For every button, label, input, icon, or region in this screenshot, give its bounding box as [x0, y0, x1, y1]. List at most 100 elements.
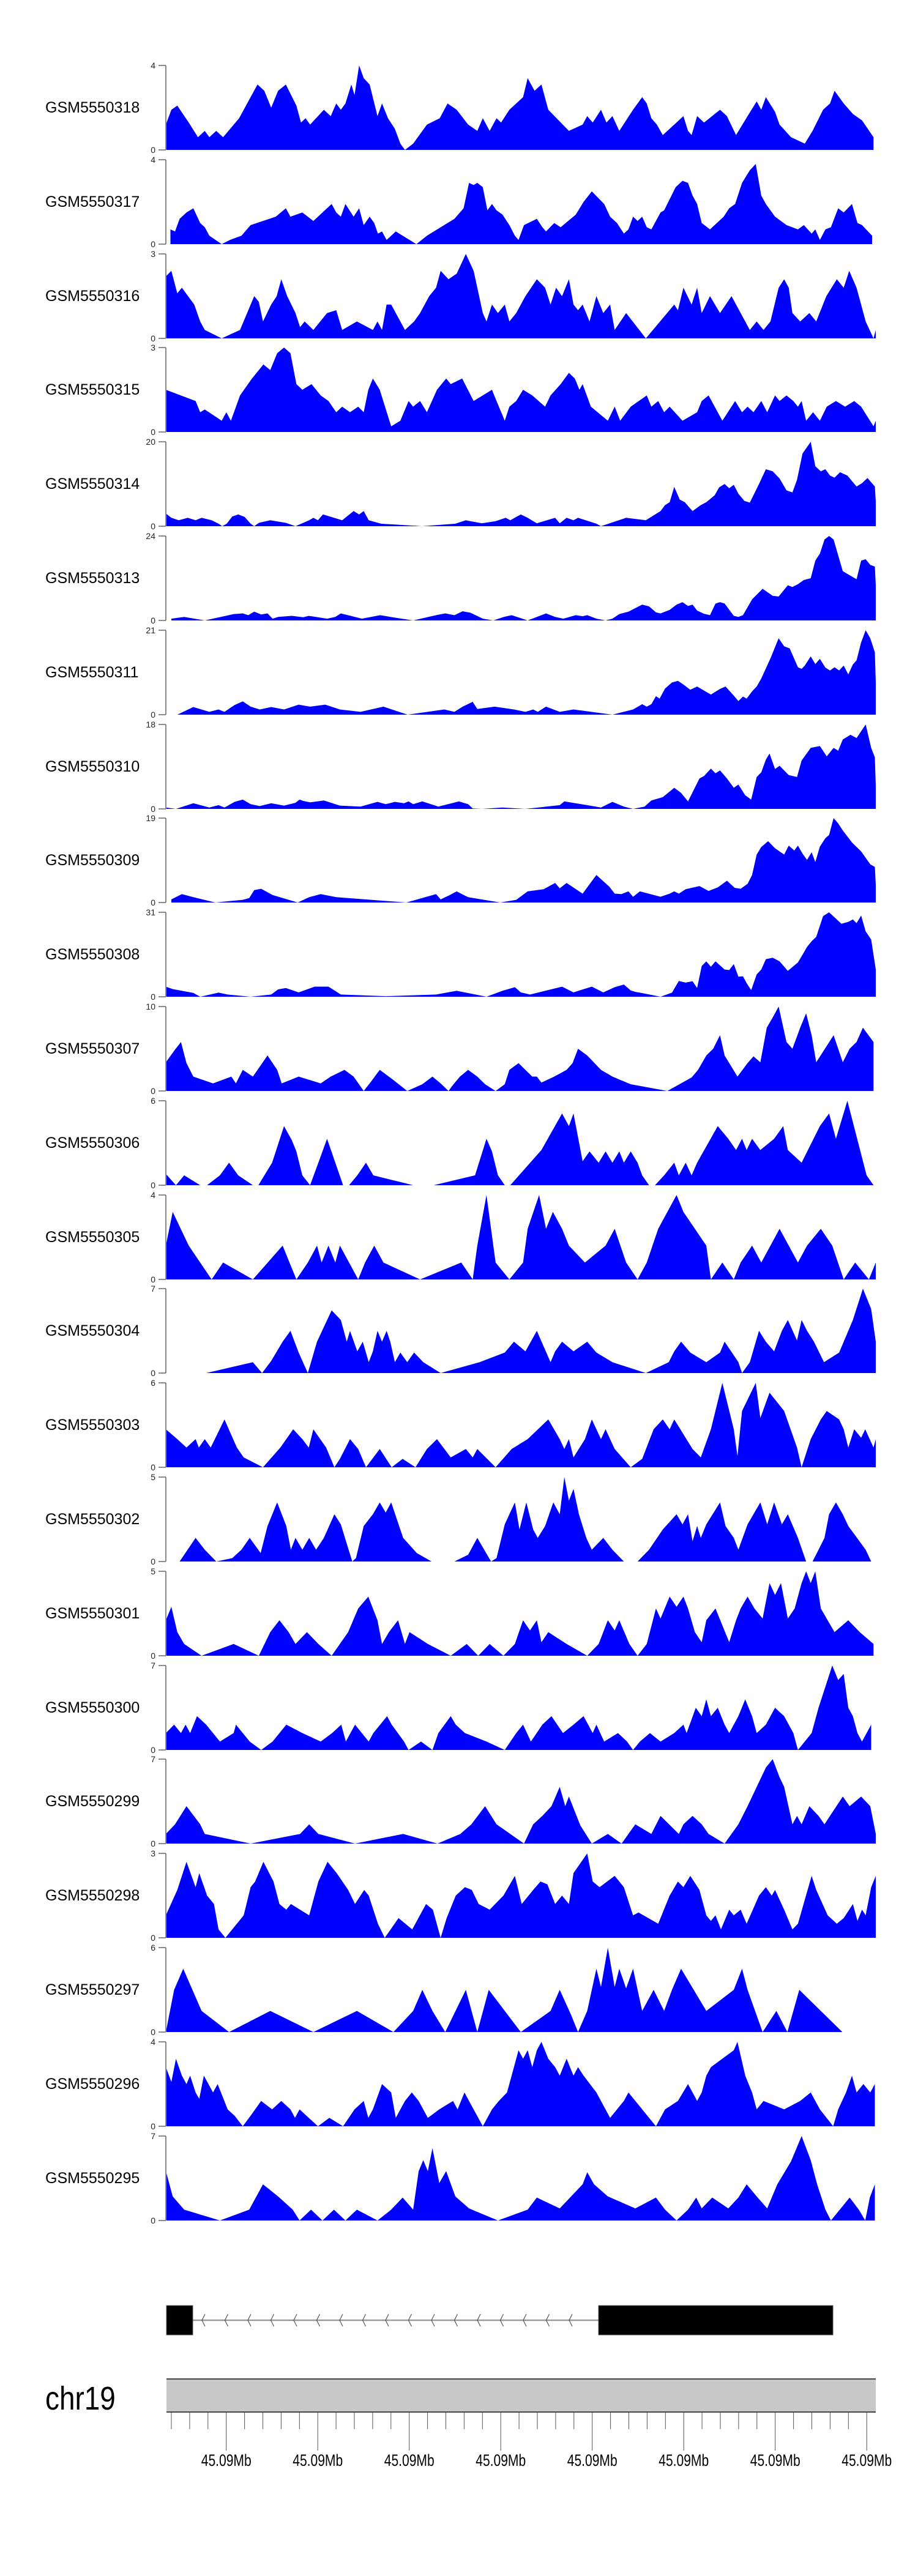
track-GSM5550307: 10 0	[146, 1002, 874, 1096]
y-tick-label: 0	[151, 1368, 155, 1378]
y-tick-label: 4	[151, 155, 155, 165]
track-GSM5550316: 30	[151, 249, 876, 343]
strand-arrow-icon	[499, 2314, 504, 2327]
coverage-area	[166, 65, 874, 150]
y-tick-label: 0	[151, 2027, 155, 2037]
track-GSM5550305: 40	[151, 1190, 876, 1284]
y-tick-label: 0	[151, 1557, 155, 1566]
track-label: GSM5550295	[45, 2170, 140, 2187]
y-tick-label: 20	[146, 437, 155, 447]
track-label: GSM5550310	[45, 758, 140, 775]
y-tick-label: 0	[151, 1086, 155, 1096]
coverage-area	[171, 536, 876, 620]
chromosome-band	[166, 2379, 876, 2412]
strand-arrow-icon	[316, 2314, 321, 2327]
strand-arrow-icon	[523, 2314, 527, 2327]
track-GSM5550296: 40	[151, 2037, 875, 2131]
y-tick-label: 0	[151, 333, 155, 343]
x-tick-label: 45.09Mb	[842, 2452, 892, 2470]
chromosome-label: chr19	[45, 2380, 116, 2417]
track-label: GSM5550316	[45, 288, 140, 305]
coverage-area	[166, 912, 876, 997]
coverage-area	[166, 1101, 874, 1185]
y-tick-label: 24	[146, 531, 155, 541]
y-tick-label: 18	[146, 720, 155, 729]
strand-arrow-icon	[224, 2314, 229, 2327]
track-GSM5550313: 24 0	[146, 531, 876, 625]
track-GSM5550311: 21 0	[146, 625, 876, 720]
strand-arrow-icon	[408, 2314, 412, 2327]
y-tick-label: 0	[151, 1933, 155, 1943]
track-GSM5550302: 50	[151, 1472, 871, 1566]
strand-arrow-icon	[385, 2314, 389, 2327]
strand-arrow-icon	[453, 2314, 458, 2327]
track-label: GSM5550318	[45, 99, 140, 116]
y-tick-label: 0	[151, 2216, 155, 2225]
y-tick-label: 0	[151, 1839, 155, 1848]
y-tick-label: 0	[151, 1180, 155, 1190]
track-GSM5550300: 70	[151, 1661, 871, 1755]
y-tick-label: 7	[151, 1661, 155, 1670]
chromosome-axis: 45.09Mb 45.09Mb 45.09Mb 45.09Mb 45.09Mb 45.09…	[166, 2378, 892, 2470]
coverage-area	[166, 1759, 876, 1844]
strand-arrow-icon	[270, 2314, 275, 2327]
track-GSM5550310: 18 0	[146, 720, 876, 814]
track-label: GSM5550301	[45, 1605, 140, 1622]
y-tick-label: 0	[151, 145, 155, 155]
coverage-area	[166, 2042, 875, 2126]
y-tick-label: 0	[151, 616, 155, 625]
coverage-area	[171, 818, 876, 903]
coverage-area	[166, 1571, 874, 1656]
x-tick-label: 45.09Mb	[567, 2452, 618, 2470]
coverage-area	[170, 163, 872, 244]
coverage-area	[166, 1853, 876, 1938]
track-label: GSM5550311	[45, 664, 139, 681]
y-tick-label: 0	[151, 1651, 155, 1661]
y-tick-label: 4	[151, 61, 155, 70]
strand-arrow-icon	[477, 2314, 481, 2327]
x-tick-label: 45.09Mb	[659, 2452, 709, 2470]
y-tick-label: 0	[151, 804, 155, 814]
y-tick-label: 0	[151, 992, 155, 1002]
x-tick-label: 45.09Mb	[201, 2452, 252, 2470]
y-tick-label: 21	[146, 625, 155, 635]
y-tick-label: 6	[151, 1943, 155, 1952]
track-label: GSM5550304	[45, 1322, 140, 1339]
track-label: GSM5550296	[45, 2075, 140, 2093]
track-GSM5550314: 20 0	[146, 437, 876, 531]
track-label: GSM5550314	[45, 475, 140, 493]
track-GSM5550306: 60	[151, 1096, 874, 1190]
track-label: GSM5550306	[45, 1134, 140, 1152]
y-tick-label: 4	[151, 1190, 155, 1200]
track-label: GSM5550302	[45, 1511, 140, 1528]
coverage-area	[166, 254, 876, 338]
coverage-area	[166, 1948, 843, 2032]
y-tick-label: 7	[151, 2131, 155, 2141]
coverage-area	[166, 1666, 871, 1750]
coverage-area	[206, 1289, 876, 1373]
track-GSM5550304: 70	[151, 1284, 876, 1378]
track-label: GSM5550300	[45, 1699, 140, 1716]
track-GSM5550299: 70	[151, 1754, 876, 1848]
coverage-area	[166, 1383, 876, 1467]
track-GSM5550308: 31 0	[146, 907, 876, 1002]
strand-arrow-icon	[201, 2314, 206, 2327]
track-GSM5550318: 40	[151, 61, 874, 155]
exon-1	[166, 2305, 193, 2336]
track-label: GSM5550297	[45, 1981, 140, 1998]
y-tick-label: 4	[151, 2037, 155, 2047]
y-tick-label: 31	[146, 907, 155, 917]
coverage-area	[166, 2136, 875, 2220]
y-tick-label: 7	[151, 1754, 155, 1764]
coverage-area	[177, 630, 876, 715]
y-tick-label: 6	[151, 1378, 155, 1388]
track-GSM5550297: 60	[151, 1943, 843, 2037]
x-tick-label: 45.09Mb	[476, 2452, 526, 2470]
y-tick-label: 5	[151, 1472, 155, 1482]
gene-model-track	[166, 2305, 834, 2336]
x-tick-label: 45.09Mb	[750, 2452, 800, 2470]
strand-arrow-icon	[247, 2314, 252, 2327]
y-tick-label: 3	[151, 249, 155, 259]
y-tick-label: 0	[151, 427, 155, 437]
